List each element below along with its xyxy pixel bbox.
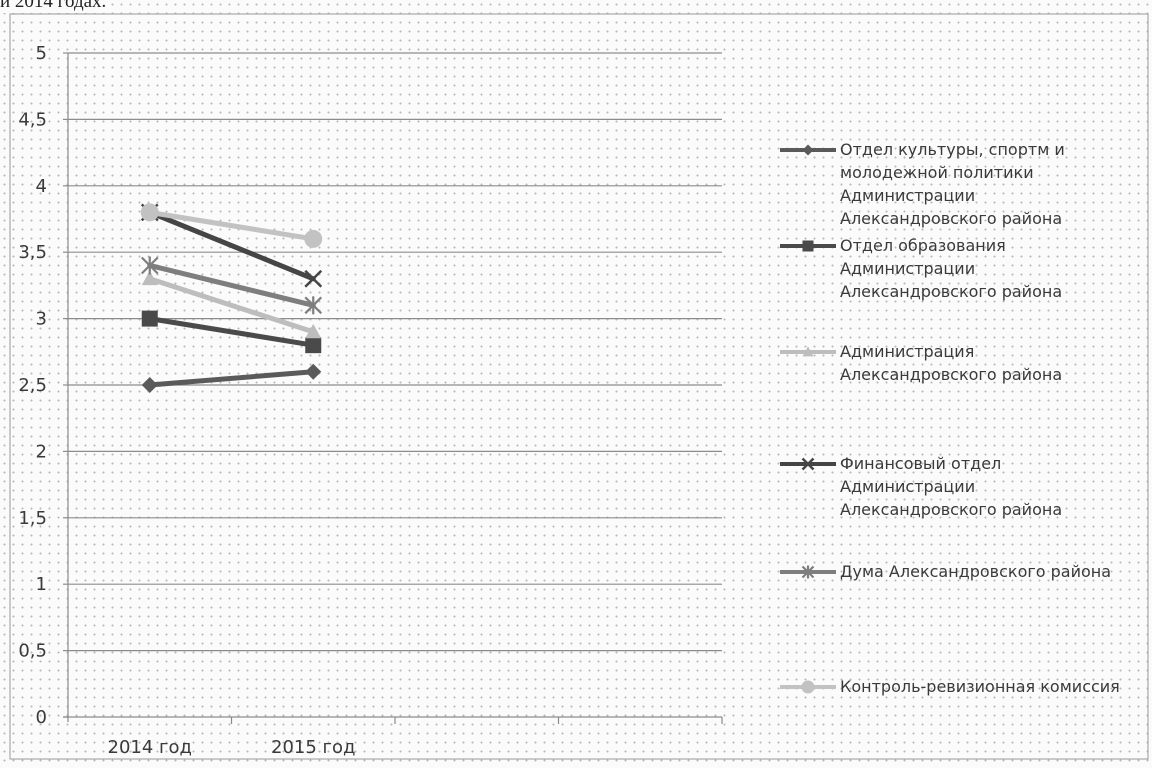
legend-swatch-marker	[801, 457, 815, 471]
series-line	[147, 209, 316, 242]
marker-shape	[801, 680, 815, 694]
data-point	[141, 310, 158, 327]
legend-entry: Администрация Александровского района	[780, 342, 1062, 384]
marker-shape	[802, 144, 814, 156]
y-tick-label: 3	[36, 309, 47, 330]
data-point	[304, 296, 323, 315]
axes	[63, 52, 723, 724]
legend-label: Администрации	[840, 186, 975, 205]
legend-swatch-marker	[802, 346, 814, 357]
data-point	[140, 256, 159, 275]
x-axis-ticks: 2014 год 2015 год	[108, 737, 356, 758]
top-text-fragment: и 2014 годах.	[0, 0, 111, 13]
series-line	[147, 262, 316, 308]
legend-label: молодежной политики	[840, 163, 1034, 182]
data-point	[141, 377, 158, 393]
gridlines	[68, 52, 722, 652]
y-tick-label: 2	[36, 441, 47, 462]
data-point	[304, 269, 323, 288]
legend-label: Администрации	[840, 477, 975, 496]
y-tick-label: 2,5	[18, 375, 47, 396]
legend-swatch-marker	[801, 680, 815, 694]
legend-label: Администрации	[840, 259, 975, 278]
chart-frame	[9, 13, 1149, 760]
marker-shape	[304, 229, 323, 248]
legend-label: Александровского района	[840, 282, 1062, 301]
marker-shape	[305, 363, 322, 380]
marker-shape	[802, 346, 814, 357]
y-tick-label: 0,5	[18, 641, 47, 662]
marker-shape	[140, 203, 159, 222]
legend-swatch-marker	[801, 565, 815, 579]
legend-entry: Финансовый отдел Администрации Александров…	[780, 454, 1062, 519]
y-tick-label: 3,5	[18, 242, 47, 263]
data-point	[305, 337, 322, 354]
legend-label: Отдел культуры, спортм и	[840, 140, 1065, 159]
legend: Отдел культуры, спортм и молодежной полит…	[780, 140, 1120, 696]
y-tick-label: 1,5	[18, 508, 47, 529]
series-line	[147, 276, 316, 335]
marker-shape	[801, 457, 815, 471]
marker-shape	[141, 310, 158, 327]
marker-shape	[141, 270, 158, 286]
y-tick-label: 4,5	[18, 109, 47, 130]
legend-entry: Дума Александровского района	[780, 562, 1111, 581]
legend-label: Александровского района	[840, 365, 1062, 384]
legend-entry: Отдел культуры, спортм и молодежной полит…	[780, 140, 1065, 228]
y-tick-label: 0	[36, 707, 47, 728]
series-line	[147, 316, 316, 348]
legend-swatch-marker	[802, 240, 814, 252]
legend-swatch-marker	[802, 144, 814, 156]
legend-label: Контроль-ревизионная комиссия	[840, 677, 1120, 696]
y-tick-label: 1	[36, 574, 47, 595]
series-line	[147, 209, 316, 282]
x-tick-label: 2015 год	[271, 737, 355, 758]
x-tick-label: 2014 год	[108, 737, 192, 758]
y-tick-label: 5	[36, 43, 47, 64]
data-point	[304, 229, 323, 248]
data-point	[305, 363, 322, 380]
legend-entry: Контроль-ревизионная комиссия	[780, 677, 1120, 696]
y-tick-label: 4	[36, 176, 47, 197]
legend-label: Александровского района	[840, 209, 1062, 228]
legend-label: Александровского района	[840, 500, 1062, 519]
data-point	[305, 323, 322, 339]
marker-shape	[802, 240, 814, 252]
marker-shape	[305, 337, 322, 354]
legend-label: Дума Александровского района	[840, 562, 1111, 581]
marker-shape	[305, 323, 322, 339]
data-point	[141, 270, 158, 286]
data-point	[140, 203, 159, 222]
legend-entry: Отдел образования Администрации Александро…	[780, 236, 1062, 301]
legend-label: Администрация	[840, 342, 974, 361]
marker-shape	[141, 377, 158, 393]
y-axis-ticks: 0 0,5 1 1,5 2 2,5 3 3,5 4 4,5 5	[18, 43, 47, 728]
marker-shape	[304, 269, 323, 288]
series	[140, 203, 323, 393]
legend-label: Финансовый отдел	[840, 454, 1001, 473]
series-line	[147, 369, 316, 388]
legend-label: Отдел образования	[840, 236, 1006, 255]
